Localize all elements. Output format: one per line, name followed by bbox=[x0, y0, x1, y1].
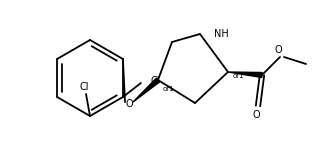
Text: O: O bbox=[274, 45, 282, 55]
Text: or1: or1 bbox=[233, 73, 245, 79]
Text: or1: or1 bbox=[163, 86, 175, 92]
Polygon shape bbox=[228, 72, 262, 77]
Text: Cl: Cl bbox=[79, 82, 89, 92]
Text: O: O bbox=[252, 110, 260, 120]
Text: Cl: Cl bbox=[151, 76, 160, 86]
Text: NH: NH bbox=[214, 29, 229, 39]
Polygon shape bbox=[133, 78, 160, 102]
Text: O: O bbox=[125, 99, 133, 109]
